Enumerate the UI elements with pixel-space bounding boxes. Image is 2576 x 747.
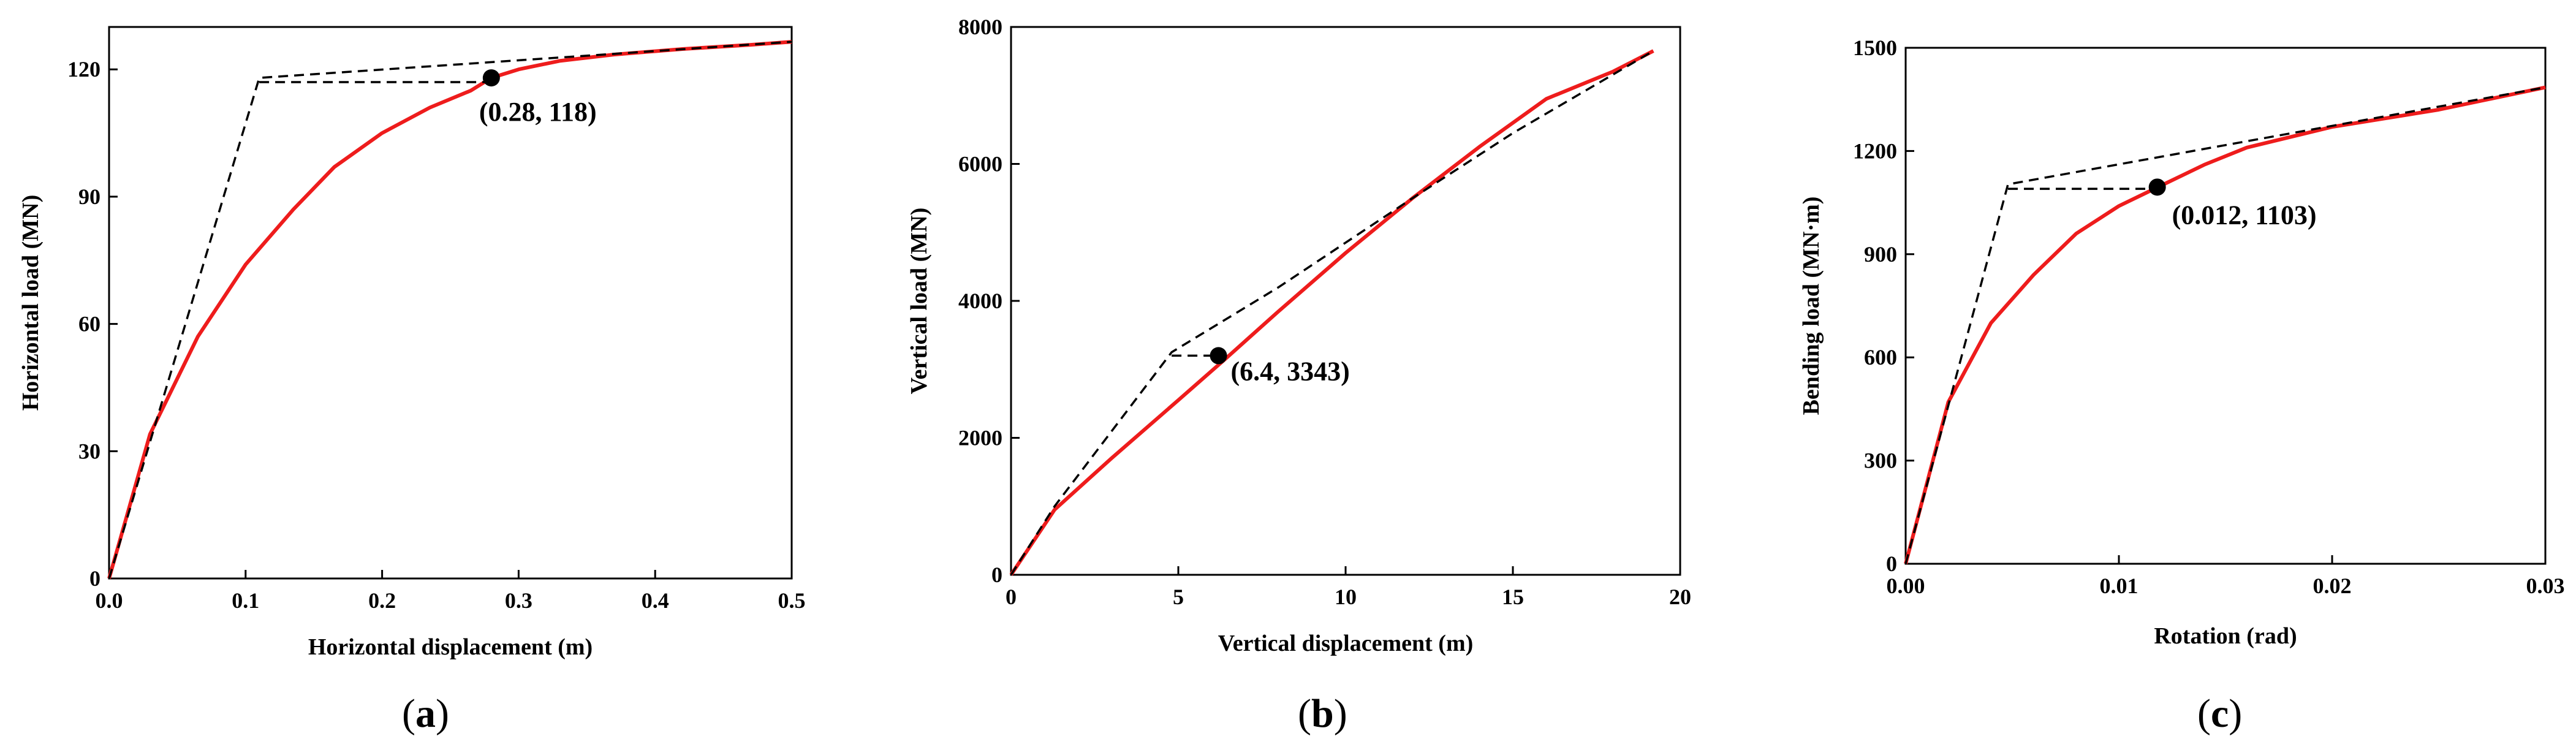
y-tick-label: 60 — [78, 312, 100, 336]
x-tick-label: 20 — [1669, 585, 1691, 609]
panel-label: (b) — [1298, 691, 1347, 736]
y-tick-label: 0 — [991, 563, 1002, 587]
x-tick-label: 0.1 — [232, 588, 259, 613]
yield-point-marker — [1210, 347, 1227, 365]
y-axis-title: Vertical load (MN) — [906, 208, 932, 395]
x-tick-label: 10 — [1335, 585, 1357, 609]
chart-panel-c: 0.00 0.01 0.02 0.03 0 300 600 900 1200 1500 Rotati… — [1798, 36, 2565, 736]
y-tick-label: 30 — [78, 439, 100, 463]
y-tick-label: 90 — [78, 184, 100, 209]
chart-panel-b: 0 5 10 15 20 0 2000 4000 6000 8000 Vertical displa… — [906, 15, 1691, 736]
x-axis-title: Vertical displacement (m) — [1218, 631, 1474, 656]
y-tick-label: 6000 — [958, 152, 1002, 176]
y-tick-label: 0 — [89, 566, 100, 591]
load-curve-line — [1904, 85, 2546, 564]
x-tick-label: 0.3 — [505, 588, 532, 613]
yield-point-label: (0.012, 1103) — [2172, 200, 2317, 230]
panel-label: (a) — [402, 691, 449, 736]
y-tick-label: 300 — [1864, 449, 1897, 473]
bilinear-dashed-line — [1010, 50, 1654, 575]
x-tick-label: 0.4 — [642, 588, 669, 613]
x-tick-label: 5 — [1173, 585, 1184, 609]
y-tick-label: 8000 — [958, 15, 1002, 39]
y-tick-label: 1200 — [1853, 138, 1897, 163]
x-axis-title: Horizontal displacement (m) — [308, 634, 593, 660]
load-curve-line — [107, 40, 792, 579]
x-tick-label: 15 — [1502, 585, 1524, 609]
x-tick-label: 0.02 — [2313, 574, 2352, 598]
y-tick-label: 600 — [1864, 345, 1897, 370]
y-tick-label: 4000 — [958, 289, 1002, 313]
yield-point-label: (6.4, 3343) — [1231, 356, 1350, 386]
x-axis-title: Rotation (rad) — [2154, 623, 2297, 649]
y-tick-label: 1500 — [1853, 36, 1897, 60]
yield-point-marker — [482, 69, 500, 87]
y-tick-label: 900 — [1864, 242, 1897, 267]
x-tick-label: 0 — [1006, 585, 1017, 609]
plot-frame — [1904, 47, 2547, 565]
x-tick-label: 0.5 — [778, 588, 806, 613]
x-tick-label: 0.01 — [2100, 574, 2138, 598]
plot-frame — [108, 26, 793, 580]
y-tick-label: 120 — [67, 57, 100, 82]
plot-frame — [1010, 26, 1681, 576]
yield-point-marker — [2148, 178, 2166, 196]
bilinear-dashed-line — [108, 40, 792, 579]
x-tick-label: 0.2 — [368, 588, 396, 613]
yield-point-label: (0.28, 118) — [479, 97, 597, 127]
y-tick-label: 2000 — [958, 426, 1002, 450]
y-axis-title: Bending load (MN·m) — [1798, 197, 1824, 415]
y-tick-label: 0 — [1886, 552, 1897, 576]
bilinear-dashed-line — [1904, 86, 2546, 564]
panel-label: (c) — [2197, 691, 2242, 736]
y-axis-title: Horizontal load (MN) — [18, 195, 44, 411]
x-tick-label: 0.03 — [2526, 574, 2565, 598]
chart-panel-a: 0.0 0.1 0.2 0.3 0.4 0.5 0 30 60 90 120 Horizontal d… — [18, 26, 806, 736]
x-tick-label: 0.00 — [1887, 574, 1925, 598]
load-curve-line — [1009, 49, 1654, 576]
x-tick-label: 0.0 — [96, 588, 123, 613]
